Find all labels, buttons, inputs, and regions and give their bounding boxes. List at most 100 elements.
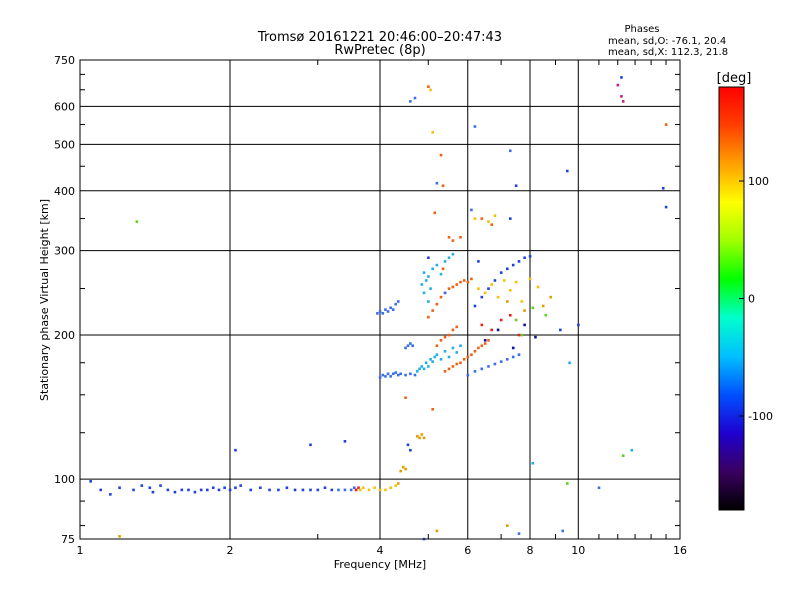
data-point	[401, 465, 405, 469]
colorbar-label: [deg]	[717, 71, 752, 86]
y-axis-label: Stationary phase Virtual Height [km]	[38, 199, 51, 401]
data-point	[447, 235, 451, 239]
phase-stats-title: Phases	[624, 24, 659, 35]
data-point	[234, 486, 237, 490]
data-point	[439, 295, 443, 299]
data-point	[499, 360, 503, 363]
data-point	[505, 524, 509, 527]
data-point	[561, 529, 564, 533]
data-point	[451, 346, 455, 350]
data-point	[109, 493, 112, 496]
data-point	[316, 488, 320, 492]
data-point	[499, 318, 503, 322]
data-point	[514, 318, 518, 322]
data-point	[404, 467, 407, 471]
data-point	[378, 488, 382, 492]
data-point	[309, 443, 312, 447]
data-point	[483, 291, 487, 295]
data-point	[568, 361, 571, 365]
data-point	[429, 358, 432, 361]
data-point	[413, 96, 417, 100]
data-point	[462, 279, 466, 282]
x-tick-label: 1	[77, 544, 84, 557]
data-point	[477, 346, 480, 350]
data-point	[404, 373, 407, 377]
data-point	[462, 358, 466, 361]
data-point	[285, 486, 289, 490]
data-point	[384, 375, 387, 378]
data-point	[565, 482, 569, 485]
data-point	[431, 407, 434, 411]
data-point	[140, 484, 144, 487]
data-point	[439, 272, 443, 276]
x-tick-label: 4	[377, 544, 384, 557]
data-point	[404, 396, 407, 399]
data-point	[389, 306, 392, 310]
data-point	[473, 217, 477, 220]
data-point	[399, 372, 403, 376]
chart-title: Tromsø 20161221 20:46:00–20:47:43	[257, 30, 502, 45]
data-point	[431, 309, 434, 312]
data-point	[520, 333, 524, 337]
data-point	[427, 85, 430, 88]
data-point	[477, 287, 480, 290]
data-point	[99, 488, 103, 492]
data-point	[293, 488, 297, 492]
data-point	[409, 100, 412, 103]
data-point	[443, 260, 447, 263]
data-point	[211, 486, 215, 490]
y-tick-label: 200	[54, 329, 75, 342]
data-point	[431, 360, 434, 363]
data-point	[409, 342, 412, 345]
data-point	[505, 358, 509, 361]
data-point	[166, 488, 170, 492]
data-point	[508, 289, 512, 292]
data-point	[459, 344, 462, 348]
data-point	[431, 131, 434, 134]
data-point	[323, 486, 327, 490]
data-point	[205, 488, 209, 492]
data-point	[511, 346, 515, 350]
data-point	[217, 488, 221, 492]
data-point	[620, 76, 623, 79]
data-point	[386, 372, 390, 376]
data-point	[517, 353, 521, 356]
data-point	[531, 461, 535, 465]
data-point	[451, 365, 455, 368]
data-point	[409, 448, 412, 452]
data-point	[389, 486, 392, 490]
data-point	[187, 488, 190, 492]
colorbar-tick-label: 0	[748, 293, 755, 306]
data-point	[455, 362, 459, 366]
data-point	[487, 287, 490, 290]
data-point	[180, 488, 184, 492]
data-point	[373, 486, 376, 490]
data-point	[439, 358, 443, 361]
data-point	[391, 308, 395, 311]
data-point	[508, 149, 512, 153]
data-point	[577, 323, 580, 327]
data-point	[406, 443, 410, 447]
data-point	[148, 486, 152, 490]
data-point	[409, 372, 412, 376]
data-point	[424, 279, 428, 282]
data-point	[505, 267, 509, 271]
data-point	[418, 436, 421, 440]
data-point	[517, 532, 521, 535]
data-point	[381, 312, 385, 315]
data-point	[413, 373, 417, 377]
data-point	[447, 355, 451, 359]
phase-stats-o: mean, sd,O: -76.1, 20.4	[608, 36, 726, 47]
data-point	[424, 361, 428, 365]
data-point	[473, 349, 477, 353]
data-point	[415, 434, 419, 438]
data-point	[118, 535, 121, 538]
data-point	[447, 367, 451, 371]
data-point	[394, 302, 398, 306]
plot-grid	[80, 60, 680, 539]
data-point	[620, 95, 623, 98]
data-point	[259, 486, 262, 490]
data-point	[528, 255, 532, 258]
y-tick-label: 750	[54, 54, 75, 67]
